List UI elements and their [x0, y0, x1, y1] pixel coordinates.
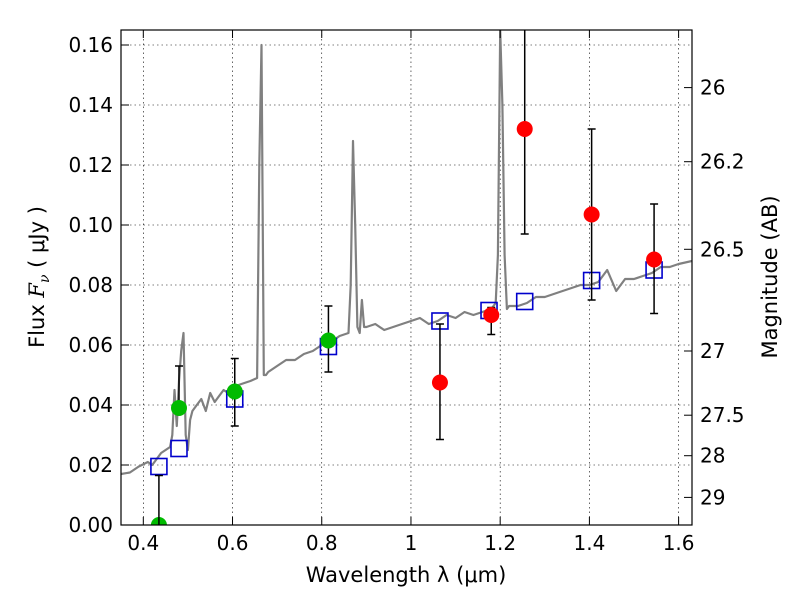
x-tick-label: 0.8: [306, 531, 338, 555]
model-photometry-point: [150, 457, 168, 476]
y-axis-title-symbol: F: [25, 282, 49, 299]
y-tick-label: 0.02: [68, 453, 113, 477]
y-tick-label: 0.08: [68, 273, 113, 297]
y-axis-title: Flux Fν ( μJy ): [25, 206, 53, 348]
right-tick-label: 26.5: [700, 237, 745, 261]
y-tick-label: 0.06: [68, 333, 113, 357]
model-photometry-point: [170, 439, 188, 458]
x-tick-label: 1.2: [484, 531, 516, 555]
observed-photometry-point: [170, 400, 187, 416]
x-tick-label: 1.4: [573, 531, 605, 555]
observed-photometry-point: [516, 121, 533, 137]
observed-photometry-point: [431, 374, 448, 391]
observed-photometry-point: [320, 332, 337, 349]
model-photometry-point: [515, 292, 534, 311]
y-tick-label: 0.12: [68, 153, 113, 177]
observed-photometry-point: [483, 307, 500, 323]
observed-photometry-point: [646, 251, 663, 268]
right-tick-label: 27: [700, 339, 725, 363]
x-tick-label: 0.4: [127, 531, 159, 555]
y-tick-label: 0.10: [68, 213, 113, 237]
right-tick-label: 26.2: [700, 150, 745, 174]
plot-area: [121, 30, 692, 525]
x-tick-label: 0.6: [217, 531, 249, 555]
x-tick-label: 1.6: [663, 531, 695, 555]
right-tick-label: 27.5: [700, 403, 745, 427]
y-tick-label: 0.16: [68, 33, 113, 57]
x-tick-label: 1: [405, 531, 418, 555]
observed-photometry-point: [583, 206, 600, 223]
right-tick-label: 26: [700, 76, 725, 100]
axes: 0.4 0.6 0.8 1 1.2 1.4 1.6 0.00 0.02 0.04 0.06 0.08 0…: [68, 30, 745, 555]
x-axis-title: Wavelength λ (μm): [306, 563, 507, 587]
y-tick-label: 0.00: [68, 513, 113, 537]
plot-frame: [120, 29, 693, 526]
y-tick-label: 0.14: [68, 93, 113, 117]
y-axis-title-subscript: ν: [37, 274, 53, 283]
right-tick-label: 28: [700, 444, 725, 468]
right-axis-title: Magnitude (AB): [758, 195, 782, 358]
right-tick-label: 29: [700, 485, 725, 509]
observed-photometry-point: [226, 383, 243, 400]
gridlines: [121, 30, 692, 526]
y-axis-title-unit: ( μJy ): [25, 206, 49, 274]
y-tick-label: 0.04: [68, 393, 113, 417]
